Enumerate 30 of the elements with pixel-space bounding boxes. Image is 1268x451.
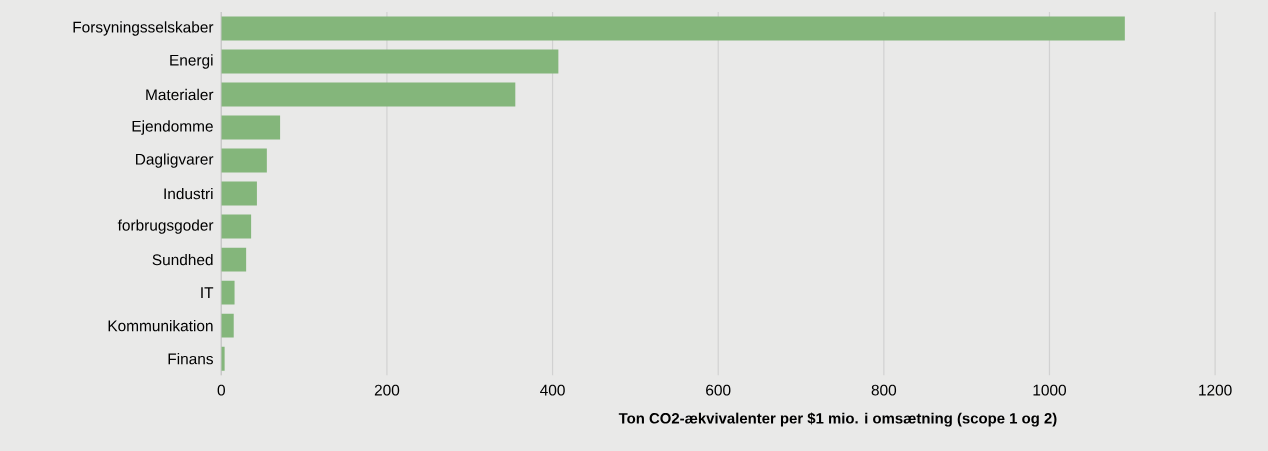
y-tick-label: IT: [201, 287, 214, 298]
bar: [221, 313, 234, 338]
y-tick-label: Kommunikation: [108, 319, 213, 332]
bar: [221, 49, 559, 74]
x-tick-label: 200: [374, 384, 400, 396]
bar: [221, 16, 1125, 41]
x-tick-label: 1000: [1033, 384, 1066, 396]
y-tick-label: Forsyningsselskaber: [73, 21, 214, 36]
x-tick-label: 600: [706, 384, 731, 396]
bar: [221, 115, 281, 140]
bar: [221, 82, 516, 107]
y-tick-label: Dagligvarer: [136, 153, 214, 168]
y-tick-label: Ejendomme: [132, 120, 213, 135]
bar: [221, 247, 247, 272]
x-tick-label: 400: [540, 384, 565, 396]
x-tick-label: 800: [871, 384, 897, 396]
x-tick-label: 1200: [1199, 384, 1232, 396]
bar: [221, 181, 257, 206]
y-tick-label: Sundhed: [152, 253, 213, 266]
y-tick-label: Energi: [170, 54, 213, 69]
y-tick-label: Industri: [164, 187, 213, 200]
y-tick-label: Materialer: [146, 88, 214, 101]
bar: [221, 346, 225, 371]
bar: [221, 148, 267, 173]
bar: [221, 214, 252, 239]
y-tick-label: forbrugsgoder: [117, 219, 214, 234]
x-tick-label: 0: [217, 384, 225, 396]
y-tick-label: Finans: [168, 353, 213, 365]
x-axis-title: Ton CO2-ækvivalenter per $1 mio. i omsætning (scope 1 og 2): [618, 412, 1057, 427]
bar: [221, 280, 235, 305]
